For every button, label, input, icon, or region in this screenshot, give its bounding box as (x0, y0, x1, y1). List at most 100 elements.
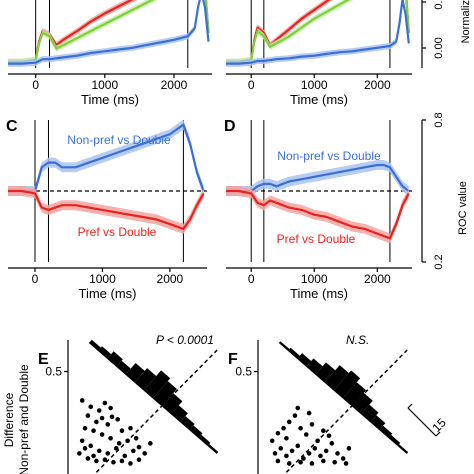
significance-annotation: N.S. (346, 333, 369, 347)
scatter-point (284, 435, 289, 441)
scatter-point (281, 425, 286, 431)
series-line-blue (226, 163, 410, 193)
scatter-point (303, 432, 309, 437)
x-tick-label: 0 (248, 78, 255, 92)
y-axis-label-line-2: Non-pref and Double (17, 364, 31, 474)
scatter-point (269, 438, 275, 444)
scatter-point (94, 458, 99, 464)
scatter-point (113, 446, 119, 451)
scatter-point (286, 461, 292, 466)
histogram-bar (171, 405, 188, 422)
scatter-point (298, 425, 303, 431)
scatter-point (329, 441, 335, 446)
histogram-bar (98, 346, 112, 359)
histogram-bar (370, 415, 386, 430)
x-axis-label: Time (ms) (81, 92, 139, 107)
scatter-point (91, 453, 96, 459)
y-tick-label: 0.5 (45, 365, 62, 379)
scatter-point (102, 400, 108, 406)
scatter-point (326, 433, 332, 439)
series-line-green (226, 0, 410, 63)
series-band-blue (8, 0, 209, 67)
scatter-point (119, 458, 125, 464)
scatter-point (96, 448, 102, 454)
series-annotation: Pref vs Double (78, 225, 157, 239)
scatter-point (109, 414, 115, 420)
scatter-point (306, 410, 312, 416)
panel-f-chart: 0.5FN.S.15 (228, 333, 449, 474)
scatter-point (340, 456, 346, 461)
histogram-bar (116, 360, 131, 375)
scatter-point (108, 435, 113, 441)
scatter-point (85, 413, 91, 418)
series-line-blue (8, 0, 210, 65)
x-tick-label: 1000 (91, 78, 118, 92)
x-tick-label: 0 (32, 272, 39, 286)
scatter-point (295, 405, 301, 411)
series-line-blue (226, 0, 410, 65)
scatter-point (85, 456, 91, 461)
histogram-bar (279, 341, 290, 351)
x-tick-label: 2000 (157, 272, 184, 286)
scatter-point (284, 453, 289, 459)
series-annotation: Non-pref vs Double (67, 133, 171, 147)
scatter-point (292, 413, 298, 418)
histogram-bar (107, 351, 123, 367)
scatter-point (122, 453, 128, 459)
scatter-point (82, 425, 88, 431)
scatter-point (148, 441, 153, 446)
scatter-point (321, 458, 326, 464)
diagonal-line (95, 349, 218, 473)
right-y-tick-label: 0.5 (433, 0, 445, 10)
scatter-point (82, 446, 88, 451)
histogram-bar (189, 425, 203, 438)
histogram-bar (352, 392, 373, 414)
panel-letter: D (224, 118, 236, 135)
scatter-point (278, 446, 284, 451)
panel-b-chart: 0 1000 2000 Time (ms) 0.5 0.00 (226, 0, 445, 107)
scatter-point (323, 448, 329, 454)
scatter-point (119, 428, 125, 434)
histogram-bar (297, 353, 312, 367)
panel-c-chart: 0 1000 2000 Time (ms) C Non-pref vs Double Pre… (6, 118, 207, 301)
scatter-point (105, 451, 111, 456)
histogram-bar (306, 358, 323, 375)
scatter-point (88, 443, 94, 449)
scatter-point (102, 457, 108, 463)
histogram-bar (334, 370, 361, 398)
scatter-point (298, 459, 303, 465)
x-tick-label: 0 (32, 78, 39, 92)
scatter-point (91, 428, 96, 434)
panel-a-chart: 0 1000 2000 Time (ms) (8, 0, 212, 107)
scatter-point (96, 408, 102, 413)
panel-letter: F (228, 351, 238, 368)
scatter-point (115, 417, 120, 422)
scatter-point (335, 451, 340, 456)
series-line-green (8, 0, 210, 63)
panel-letter: C (6, 118, 18, 135)
scatter-point (116, 441, 122, 446)
scatter-point (133, 435, 139, 441)
series-line-red (226, 189, 410, 240)
series-band-green (226, 0, 409, 65)
x-axis-label: Time (ms) (78, 286, 136, 301)
histogram-bar (343, 382, 366, 406)
scatter-point (99, 432, 105, 437)
scatter-point (332, 459, 337, 465)
panel-e-chart: 0.5E P < 0.0001 Difference Non-pref and Dou… (2, 333, 219, 474)
scatter-point (131, 448, 136, 454)
scatter-point (128, 425, 133, 431)
panel-letter: E (38, 351, 49, 368)
diagonal-line (285, 349, 408, 473)
x-tick-label: 2000 (364, 78, 391, 92)
series-annotation: Pref vs Double (277, 232, 356, 246)
scatter-point (111, 459, 116, 465)
histogram-bar (315, 362, 336, 383)
scatter-point (99, 415, 105, 421)
x-tick-label: 1000 (301, 272, 328, 286)
series-band-red (8, 0, 209, 65)
scatter-point (343, 461, 349, 466)
scatter-point (312, 446, 318, 451)
x-tick-label: 0 (248, 272, 255, 286)
